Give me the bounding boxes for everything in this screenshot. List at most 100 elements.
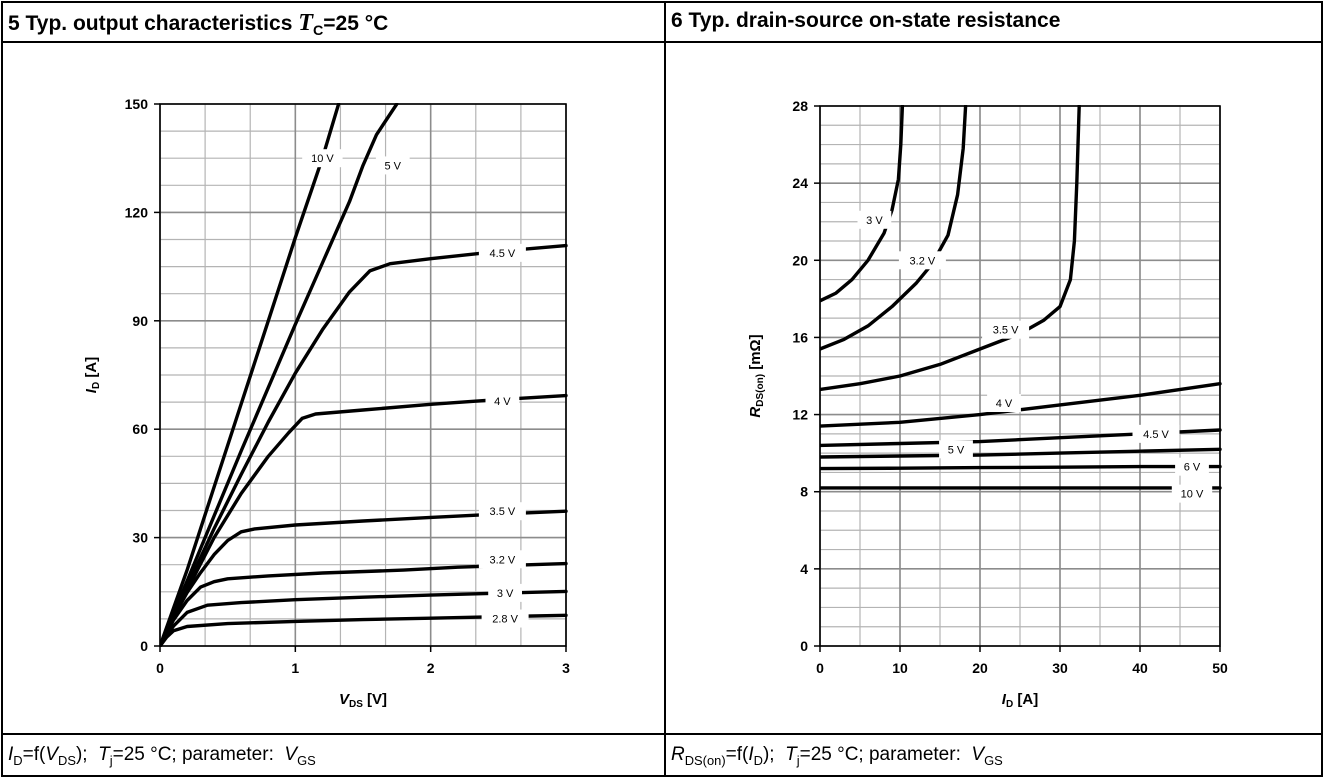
right-caption-p3: I	[748, 744, 754, 765]
left-caption-p7-sub: GS	[297, 752, 316, 768]
right-y-tick-label: 8	[800, 484, 808, 500]
left-series-label: 3.2 V	[490, 554, 516, 566]
left-series-label-bg	[481, 609, 529, 628]
left-caption-p1: I	[8, 744, 14, 765]
left-series-label: 3 V	[497, 588, 514, 600]
right-series-label: 3.2 V	[910, 255, 936, 267]
right-series-label-bg	[1132, 424, 1180, 443]
left-caption: ID=f(VDS); Tj=25 °C; parameter: VGS	[8, 744, 316, 768]
left-chart-title: 5 Typ. output characteristics TC=25 °C	[8, 9, 388, 39]
left-caption-p7: V	[284, 744, 298, 765]
left-series-line	[160, 561, 568, 647]
right-y-tick-label: 20	[792, 252, 808, 268]
left-x-tick-label: 3	[562, 660, 570, 676]
left-plot-border	[159, 103, 567, 647]
left-title-number: 5	[8, 12, 20, 35]
right-series-label: 6 V	[1184, 462, 1201, 474]
right-caption-p4: );	[762, 744, 780, 765]
left-series-label-bg	[478, 502, 526, 521]
left-x-axis-label: VDS [V]	[339, 691, 387, 710]
right-series-label: 4.5 V	[1143, 429, 1169, 441]
left-y-tick-label: 30	[132, 530, 148, 546]
left-y-tick-label: 150	[125, 96, 149, 112]
left-y-axis-label: ID [A]	[83, 357, 102, 393]
right-y-tick-label: 24	[792, 175, 808, 191]
left-series-label-bg	[478, 243, 526, 262]
right-caption-p7-sub: GS	[984, 752, 1003, 768]
right-series-label: 5 V	[948, 444, 965, 456]
left-x-tick-label: 0	[156, 660, 164, 676]
right-series-label-bg	[1171, 484, 1213, 503]
left-series-label: 2.8 V	[492, 614, 518, 626]
right-x-tick-label: 20	[972, 660, 988, 676]
left-series-label-bg	[375, 156, 410, 175]
right-series-line	[820, 105, 1081, 392]
right-caption-p7: V	[971, 744, 985, 765]
left-x-tick-label: 1	[291, 660, 299, 676]
left-series-line	[160, 589, 568, 647]
right-x-tick-label: 10	[892, 660, 908, 676]
right-caption-p1: R	[671, 744, 685, 765]
right-series-label-bg	[939, 440, 973, 459]
right-x-tick-label: 40	[1132, 660, 1148, 676]
right-caption: RDS(on)=f(ID); Tj=25 °C; parameter: VGS	[671, 744, 1003, 768]
left-series-label-bg	[478, 550, 526, 569]
right-caption-p3-sub: D	[753, 752, 763, 768]
left-y-tick-label: 60	[132, 421, 148, 437]
left-series-label: 5 V	[385, 160, 402, 172]
right-x-tick-label: 50	[1212, 660, 1228, 676]
right-caption-p5-sub: j	[796, 752, 800, 768]
left-y-tick-label: 120	[125, 204, 149, 220]
left-series-label: 4.5 V	[490, 248, 516, 260]
left-title-symbol: T	[298, 9, 313, 36]
right-caption-cell	[664, 733, 1323, 777]
right-series-label-bg	[987, 394, 1021, 412]
left-series-line	[160, 243, 568, 647]
right-y-tick-label: 4	[800, 561, 808, 577]
left-y-tick-label: 0	[140, 638, 148, 654]
left-title-symbol-sub: C	[312, 23, 324, 40]
right-y-tick-label: 12	[792, 407, 808, 423]
right-y-tick-label: 16	[792, 329, 808, 345]
right-caption-p6: =25 °C; parameter:	[799, 744, 967, 765]
right-y-tick-label: 0	[800, 638, 808, 654]
left-series-line	[160, 103, 399, 647]
left-series-line	[160, 393, 568, 647]
left-caption-p4: );	[75, 744, 93, 765]
right-caption-p1-sub: DS(on)	[684, 752, 726, 768]
left-y-tick-label: 90	[132, 313, 148, 329]
right-caption-p5: T	[785, 744, 797, 765]
left-title-text: Typ. output characteristics	[25, 12, 293, 35]
right-series-label-bg	[898, 251, 946, 270]
right-series-label-bg	[857, 210, 892, 229]
right-series-label-bg	[1175, 457, 1209, 476]
right-x-tick-label: 30	[1052, 660, 1068, 676]
right-title-text: Typ. drain-source on-state resistance	[688, 9, 1061, 32]
left-series-label: 4 V	[494, 396, 511, 408]
left-series-label: 3.5 V	[490, 506, 516, 518]
right-y-axis-label: RDS(on) [mΩ]	[747, 334, 766, 417]
left-series-label-bg	[488, 583, 522, 602]
left-series-label: 10 V	[311, 153, 334, 165]
left-title-condition: =25 °C	[323, 12, 389, 35]
right-x-axis-label: ID [A]	[1002, 691, 1038, 710]
right-plot-border	[819, 105, 1221, 647]
left-caption-p2: =f(	[22, 744, 46, 765]
right-series-line	[820, 464, 1222, 471]
right-series-line	[820, 447, 1222, 459]
left-series-label-bg	[485, 392, 520, 411]
left-series-label-bg	[302, 149, 343, 168]
right-series-label: 3.5 V	[993, 325, 1019, 337]
right-chart-title: 6 Typ. drain-source on-state resistance	[671, 9, 1060, 33]
right-series-label: 3 V	[866, 215, 883, 227]
right-title-number: 6	[671, 9, 683, 32]
left-caption-p5: T	[98, 744, 110, 765]
right-caption-p2: =f(	[725, 744, 749, 765]
right-series-label-bg	[982, 320, 1030, 339]
right-series-label: 4 V	[996, 398, 1013, 410]
right-y-tick-label: 28	[792, 98, 808, 114]
left-caption-p6: =25 °C; parameter:	[112, 744, 280, 765]
left-series-line	[160, 103, 341, 647]
